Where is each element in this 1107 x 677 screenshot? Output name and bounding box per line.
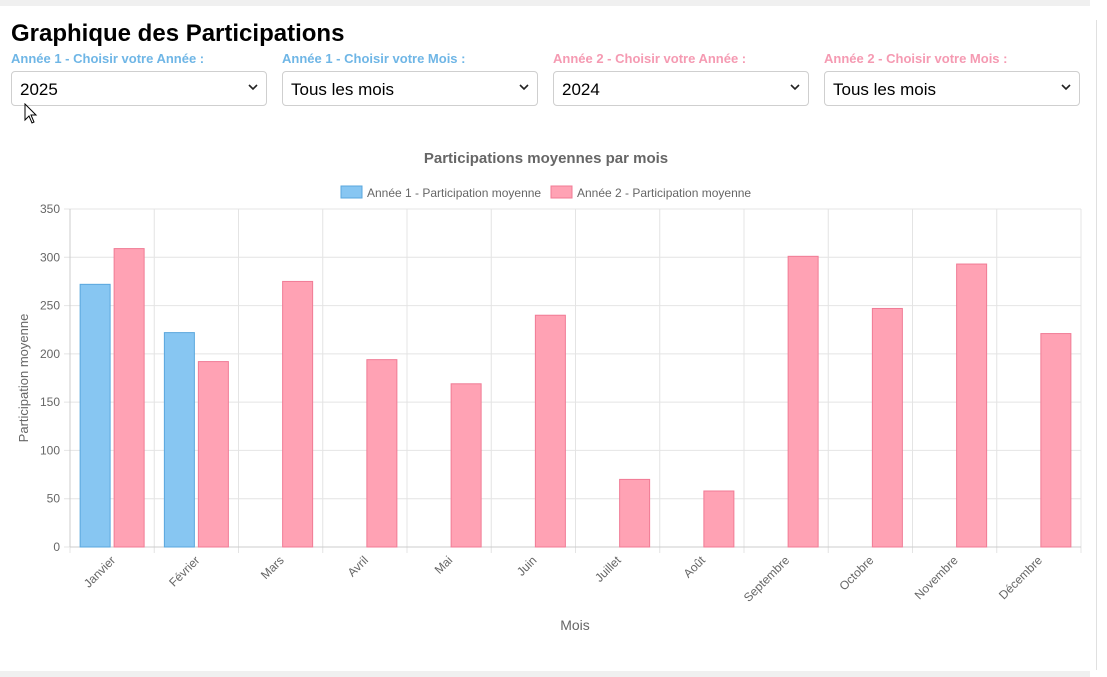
year1-year-value: 2025	[20, 80, 58, 99]
bar-2-juillet[interactable]	[619, 478, 651, 548]
year1-month-value: Tous les mois	[291, 80, 394, 99]
x-tick-label: Février	[166, 553, 202, 589]
year1-month-filter: Année 1 - Choisir votre Mois : Tous les …	[282, 51, 538, 106]
x-tick-label: Avril	[345, 553, 371, 579]
year2-month-value: Tous les mois	[833, 80, 936, 99]
x-tick-label: Mai	[432, 553, 456, 577]
bar-1-janvier[interactable]	[79, 283, 111, 548]
bar-2-novembre[interactable]	[956, 263, 988, 548]
bar-2-avril[interactable]	[366, 359, 398, 548]
bar-2-février[interactable]	[197, 361, 229, 548]
y-axis-ticks: 0 50 100 150 200 250 300 350	[40, 202, 60, 554]
x-tick-label: Juin	[514, 553, 539, 578]
legend-swatch[interactable]	[550, 185, 573, 199]
bar-2-mars[interactable]	[282, 280, 314, 548]
chevron-down-icon	[519, 84, 529, 91]
y-tick-label: 250	[40, 299, 60, 313]
bar-2-octobre[interactable]	[871, 307, 903, 548]
year2-year-value: 2024	[562, 80, 600, 99]
scrollbar[interactable]	[1090, 0, 1107, 677]
year2-year-label: Année 2 - Choisir votre Année :	[553, 51, 747, 66]
y-axis-label: Participation moyenne	[16, 314, 31, 443]
x-tick-label: Décembre	[996, 553, 1045, 602]
year1-month-label: Année 1 - Choisir votre Mois :	[282, 51, 466, 66]
y-tick-label: 50	[47, 492, 61, 506]
y-tick-label: 0	[53, 540, 60, 554]
bar-1-février[interactable]	[163, 332, 195, 548]
x-tick-label: Octobre	[836, 553, 876, 593]
bar-2-juin[interactable]	[534, 314, 566, 548]
x-tick-label: Juillet	[592, 553, 624, 585]
legend-swatch[interactable]	[340, 185, 363, 199]
chevron-down-icon	[790, 84, 800, 91]
y-tick-label: 350	[40, 202, 60, 216]
x-axis-label: Mois	[560, 617, 590, 633]
chart-title: Participations moyennes par mois	[424, 150, 668, 167]
chevron-down-icon	[248, 84, 258, 91]
year1-month-select[interactable]: Tous les mois	[282, 71, 538, 106]
y-tick-label: 300	[40, 250, 60, 264]
bar-2-janvier[interactable]	[113, 248, 145, 548]
chevron-down-icon	[1061, 84, 1071, 91]
y-tick-label: 150	[40, 395, 60, 409]
year2-month-select[interactable]: Tous les mois	[824, 71, 1080, 106]
y-tick-label: 200	[40, 347, 60, 361]
year2-year-select[interactable]: 2024	[553, 71, 809, 106]
chart-bars	[79, 248, 1072, 548]
x-tick-label: Août	[681, 553, 709, 581]
year2-year-filter: Année 2 - Choisir votre Année : 2024	[553, 51, 809, 106]
x-tick-label: Mars	[258, 553, 287, 582]
bar-2-décembre[interactable]	[1040, 333, 1072, 548]
bar-2-mai[interactable]	[450, 383, 482, 548]
bar-2-août[interactable]	[703, 490, 735, 548]
scrollbar-track[interactable]	[1096, 20, 1097, 670]
mouse-pointer-icon	[24, 103, 38, 124]
page-title: Graphique des Participations	[11, 20, 345, 47]
y-tick-label: 100	[40, 443, 60, 457]
legend-label[interactable]: Année 2 - Participation moyenne	[577, 186, 751, 200]
year1-year-select[interactable]: 2025	[11, 71, 267, 106]
chart-legend: Année 1 - Participation moyenne Année 2 -…	[340, 185, 751, 200]
legend-label[interactable]: Année 1 - Participation moyenne	[367, 186, 541, 200]
x-tick-label: Novembre	[912, 553, 961, 602]
year2-month-filter: Année 2 - Choisir votre Mois : Tous les …	[824, 51, 1080, 106]
x-tick-label: Septembre	[741, 553, 793, 605]
year1-year-label: Année 1 - Choisir votre Année :	[11, 51, 205, 66]
chart-grid	[64, 208, 1082, 553]
bar-2-septembre[interactable]	[787, 255, 819, 548]
x-axis-ticks: Janvier Février Mars Avril Mai Juin Juillet Aoû…	[81, 553, 1045, 605]
x-tick-label: Janvier	[81, 553, 118, 590]
year2-month-label: Année 2 - Choisir votre Mois :	[824, 51, 1008, 66]
year1-year-filter: Année 1 - Choisir votre Année : 2025	[11, 51, 267, 106]
